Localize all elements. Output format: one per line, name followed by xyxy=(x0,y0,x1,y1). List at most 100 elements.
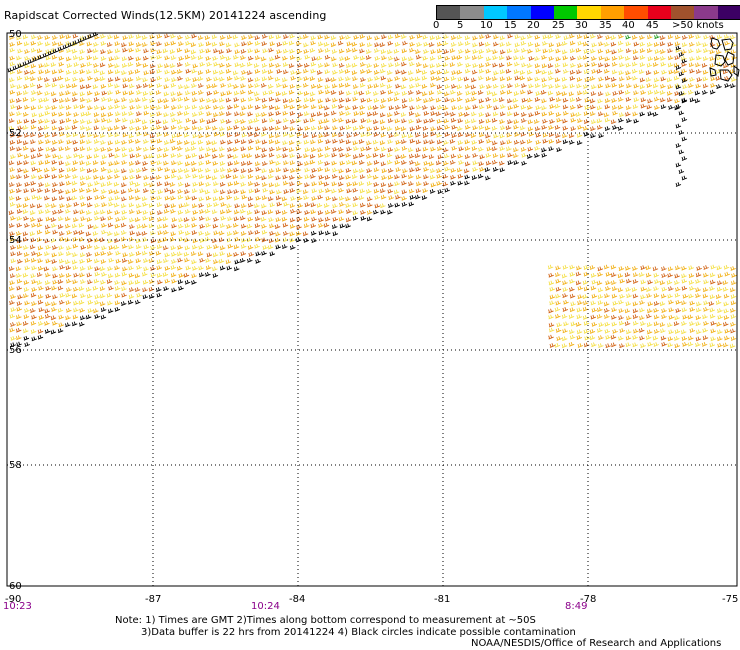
wind-barb xyxy=(353,34,359,40)
wind-barb xyxy=(542,138,549,144)
wind-barb xyxy=(569,286,575,292)
wind-barb xyxy=(170,91,176,97)
wind-barb xyxy=(79,236,85,242)
wind-barb xyxy=(304,202,311,208)
wind-barb xyxy=(689,56,695,62)
wind-barb xyxy=(304,161,310,166)
wind-barb xyxy=(324,161,330,166)
wind-barb xyxy=(239,215,246,221)
wind-barb xyxy=(121,63,128,68)
wind-barb xyxy=(156,195,162,201)
wind-barb xyxy=(269,202,276,208)
wind-barb xyxy=(37,126,44,131)
wind-barb xyxy=(632,314,639,320)
wind-barb xyxy=(22,321,29,326)
wind-barb xyxy=(17,167,23,173)
wind-barb xyxy=(311,216,317,222)
wind-barb xyxy=(549,294,556,300)
wind-barb xyxy=(603,308,610,313)
wind-barb xyxy=(640,97,647,103)
wind-barb xyxy=(129,252,135,257)
wind-barb xyxy=(471,175,478,180)
wind-barb xyxy=(114,104,120,109)
wind-barb xyxy=(409,35,415,40)
wind-barb xyxy=(695,301,702,307)
wind-barb xyxy=(30,320,37,326)
wind-barb xyxy=(289,237,295,243)
color-scale-segment xyxy=(694,6,718,19)
wind-barb xyxy=(17,125,24,131)
wind-barb xyxy=(583,265,590,270)
wind-barb xyxy=(556,147,562,152)
wind-barb xyxy=(246,258,253,263)
wind-barb xyxy=(241,70,247,75)
wind-barb xyxy=(94,118,100,124)
wind-barb xyxy=(604,75,611,81)
longitude-label: -90 xyxy=(5,594,21,605)
latitude-label: 54 xyxy=(9,235,22,246)
wind-barb xyxy=(44,188,51,193)
wind-barb xyxy=(667,62,674,68)
wind-barb xyxy=(492,97,499,103)
wind-barb xyxy=(247,202,254,208)
wind-barb xyxy=(415,112,421,118)
wind-barb xyxy=(682,314,688,320)
wind-barb xyxy=(430,131,436,137)
wind-barb xyxy=(667,266,674,272)
wind-barb xyxy=(605,271,612,277)
wind-barb xyxy=(451,70,457,76)
wind-barb xyxy=(479,154,485,160)
wind-barb xyxy=(232,222,239,228)
wind-barb xyxy=(113,181,120,187)
wind-barb xyxy=(149,34,156,40)
wind-barb xyxy=(723,301,729,307)
wind-barb xyxy=(142,215,148,221)
wind-barb xyxy=(45,244,51,250)
wind-barb xyxy=(535,132,542,138)
wind-barb xyxy=(246,70,253,76)
wind-barb xyxy=(638,272,645,278)
wind-barb xyxy=(352,76,358,82)
wind-barb xyxy=(51,187,58,193)
wind-barb xyxy=(16,182,22,188)
wind-barb xyxy=(610,41,617,47)
wind-barb xyxy=(58,126,64,131)
latitude-label: 50 xyxy=(9,29,22,40)
wind-barb xyxy=(253,117,260,123)
wind-barb xyxy=(108,56,115,62)
wind-barb xyxy=(171,105,177,110)
wind-barb xyxy=(99,286,106,292)
wind-barb xyxy=(323,181,330,187)
wind-barb xyxy=(568,91,575,97)
wind-barb xyxy=(351,70,358,76)
wind-barb xyxy=(492,153,499,158)
wind-barb xyxy=(134,279,141,285)
wind-barb xyxy=(646,329,653,335)
wind-barb xyxy=(115,258,122,264)
wind-barb xyxy=(681,265,687,271)
latitude-label: 58 xyxy=(9,460,22,471)
wind-barb xyxy=(281,91,288,96)
wind-barb xyxy=(100,216,106,222)
wind-barb xyxy=(197,70,204,76)
wind-barb xyxy=(388,105,395,111)
wind-barb xyxy=(611,307,617,313)
wind-barb xyxy=(717,314,723,320)
wind-barb xyxy=(400,139,407,145)
wind-barb xyxy=(247,132,254,137)
wind-barb xyxy=(689,97,696,103)
wind-barb xyxy=(596,280,603,286)
wind-barb xyxy=(730,77,737,82)
wind-barb xyxy=(282,110,289,116)
wind-barb xyxy=(93,210,100,216)
wind-barb xyxy=(667,342,673,348)
wind-barb xyxy=(633,328,639,334)
wind-barb xyxy=(64,174,71,179)
wind-barb xyxy=(591,279,598,285)
wind-barb xyxy=(323,41,330,47)
wind-barb xyxy=(262,126,268,132)
wind-barb xyxy=(176,251,183,257)
wind-barb xyxy=(29,132,36,138)
wind-barb xyxy=(121,271,128,277)
wind-barb xyxy=(323,203,330,208)
